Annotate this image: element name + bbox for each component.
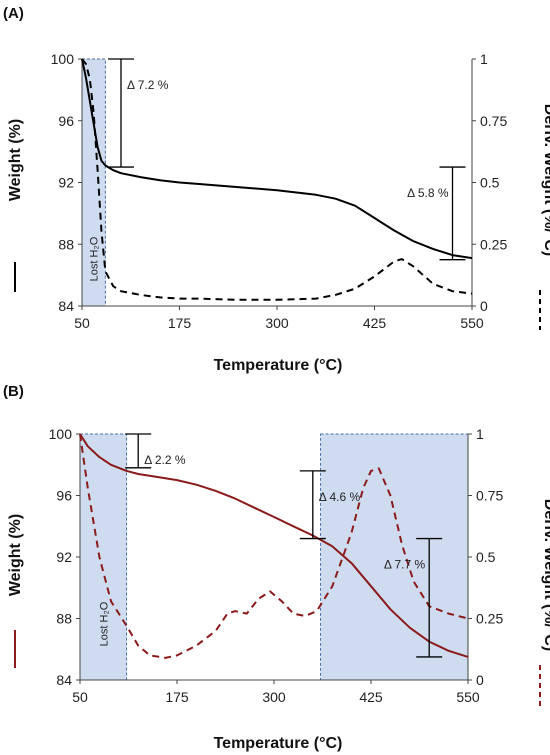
delta-label: Δ 2.2 % bbox=[144, 453, 186, 467]
lost-water-label: Lost H₂O bbox=[98, 601, 110, 646]
x-tick-label: 300 bbox=[265, 315, 289, 331]
panel-b-y-axis-title: Weight (%) bbox=[7, 514, 24, 596]
y2-tick-label: 1 bbox=[480, 51, 488, 67]
x-tick-label: 175 bbox=[168, 315, 192, 331]
y2-tick-label: 0.75 bbox=[476, 488, 503, 504]
y2-tick-label: 0.25 bbox=[480, 236, 507, 252]
delta-annotation: Δ 2.2 % bbox=[125, 433, 186, 469]
delta-annotation: Δ 7.2 % bbox=[108, 58, 169, 168]
panel-b-label: (B) bbox=[3, 383, 24, 400]
y-tick-label: 92 bbox=[56, 549, 72, 565]
x-tick-label: 550 bbox=[460, 315, 484, 331]
y2-tick-label: 0.25 bbox=[476, 611, 503, 627]
x-tick-label: 425 bbox=[363, 315, 387, 331]
weight-curve bbox=[79, 433, 469, 658]
y-tick-label: 88 bbox=[58, 236, 74, 252]
delta-label: Δ 5.8 % bbox=[407, 186, 449, 200]
panel-a: (A) Lost H₂O 50 175 300 425 550 84 88 92 96 100 0 0… bbox=[3, 5, 550, 374]
lost-water-label: Lost H₂O bbox=[89, 236, 101, 281]
y-tick-label: 88 bbox=[56, 611, 72, 627]
panel-a-y-axis-title: Weight (%) bbox=[7, 119, 24, 201]
panel-a-shaded-regions: Lost H₂O bbox=[81, 58, 106, 307]
y2-tick-label: 0 bbox=[476, 672, 484, 688]
y-tick-label: 100 bbox=[51, 51, 75, 67]
weight-curve bbox=[81, 58, 473, 260]
panel-a-annotations: Δ 7.2 % Δ 5.8 % bbox=[108, 58, 466, 261]
panel-b-annotations: Δ 2.2 % Δ 4.6 % Δ 7.7 % bbox=[125, 433, 443, 658]
x-tick-label: 175 bbox=[165, 689, 189, 705]
panel-b-y2-axis-title: Deriv. Weight (%/°C) bbox=[541, 499, 550, 651]
delta-label: Δ 7.2 % bbox=[127, 78, 169, 92]
y2-tick-label: 0 bbox=[480, 298, 488, 314]
y2-tick-label: 0.75 bbox=[480, 113, 507, 129]
delta-label: Δ 4.6 % bbox=[319, 490, 361, 504]
x-tick-label: 50 bbox=[74, 315, 90, 331]
panel-b-series bbox=[79, 433, 469, 659]
y-tick-label: 96 bbox=[56, 488, 72, 504]
shaded-region bbox=[79, 433, 128, 681]
panel-a-x-axis-title: Temperature (°C) bbox=[214, 357, 343, 374]
x-tick-label: 50 bbox=[72, 689, 88, 705]
delta-label: Δ 7.7 % bbox=[384, 558, 426, 572]
x-tick-label: 550 bbox=[456, 689, 480, 705]
panel-a-series bbox=[81, 58, 473, 301]
panel-b: (B) Lost H₂O 50 175 300 425 550 84 88 92 96 100 0 0… bbox=[3, 383, 550, 752]
delta-annotation: Δ 5.8 % bbox=[407, 166, 466, 261]
delta-annotation: Δ 7.7 % bbox=[384, 537, 443, 658]
panel-a-axes: 50 175 300 425 550 84 88 92 96 100 0 0.25 0.5 0.75 1 bbox=[51, 51, 508, 331]
panel-b-axes: 50 175 300 425 550 84 88 92 96 100 0 0.25 0.5 0.75 1 bbox=[49, 426, 504, 705]
panel-b-shaded-regions: Lost H₂O bbox=[79, 433, 469, 681]
delta-annotation: Δ 4.6 % bbox=[299, 470, 361, 540]
panel-b-x-axis-title: Temperature (°C) bbox=[214, 735, 343, 752]
panel-a-y2-axis-title: Deriv. Weight (%/°C) bbox=[541, 104, 550, 256]
y2-tick-label: 0.5 bbox=[480, 175, 500, 191]
derivative-curve bbox=[79, 433, 469, 659]
y2-tick-label: 0.5 bbox=[476, 549, 496, 565]
y-tick-label: 84 bbox=[56, 672, 72, 688]
x-tick-label: 300 bbox=[262, 689, 286, 705]
y-tick-label: 100 bbox=[49, 426, 73, 442]
y-tick-label: 84 bbox=[58, 298, 74, 314]
panel-a-label: (A) bbox=[3, 5, 24, 22]
y-tick-label: 92 bbox=[58, 175, 74, 191]
y2-tick-label: 1 bbox=[476, 426, 484, 442]
derivative-curve bbox=[81, 58, 473, 301]
y-tick-label: 96 bbox=[58, 113, 74, 129]
x-tick-label: 425 bbox=[359, 689, 383, 705]
